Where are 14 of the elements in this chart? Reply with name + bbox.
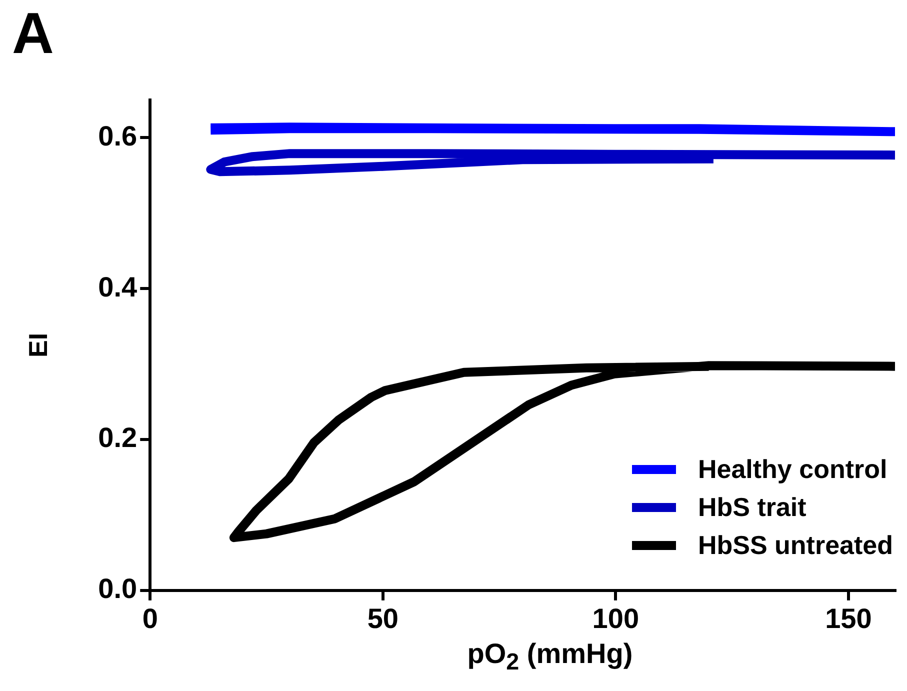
x-tick-label: 100 bbox=[592, 602, 640, 634]
x-axis-title: pO$_{2}$ (mmHg) bbox=[466, 638, 634, 676]
y-tick-label: 0.6 bbox=[98, 120, 138, 152]
legend-label: HbS trait bbox=[698, 492, 806, 522]
x-tick-label: 150 bbox=[825, 602, 872, 634]
chart-title: A bbox=[12, 0, 54, 67]
legend-label: Healthy control bbox=[698, 454, 888, 484]
x-tick-label: 50 bbox=[367, 602, 398, 634]
legend-label: HbSS untreated bbox=[698, 530, 893, 560]
x-tick-label: 0 bbox=[142, 602, 158, 634]
y-axis-title: EI bbox=[22, 332, 53, 358]
y-tick-label: 0.2 bbox=[98, 422, 138, 454]
y-tick-label: 0.0 bbox=[98, 573, 138, 604]
y-tick-label: 0.4 bbox=[98, 271, 138, 302]
